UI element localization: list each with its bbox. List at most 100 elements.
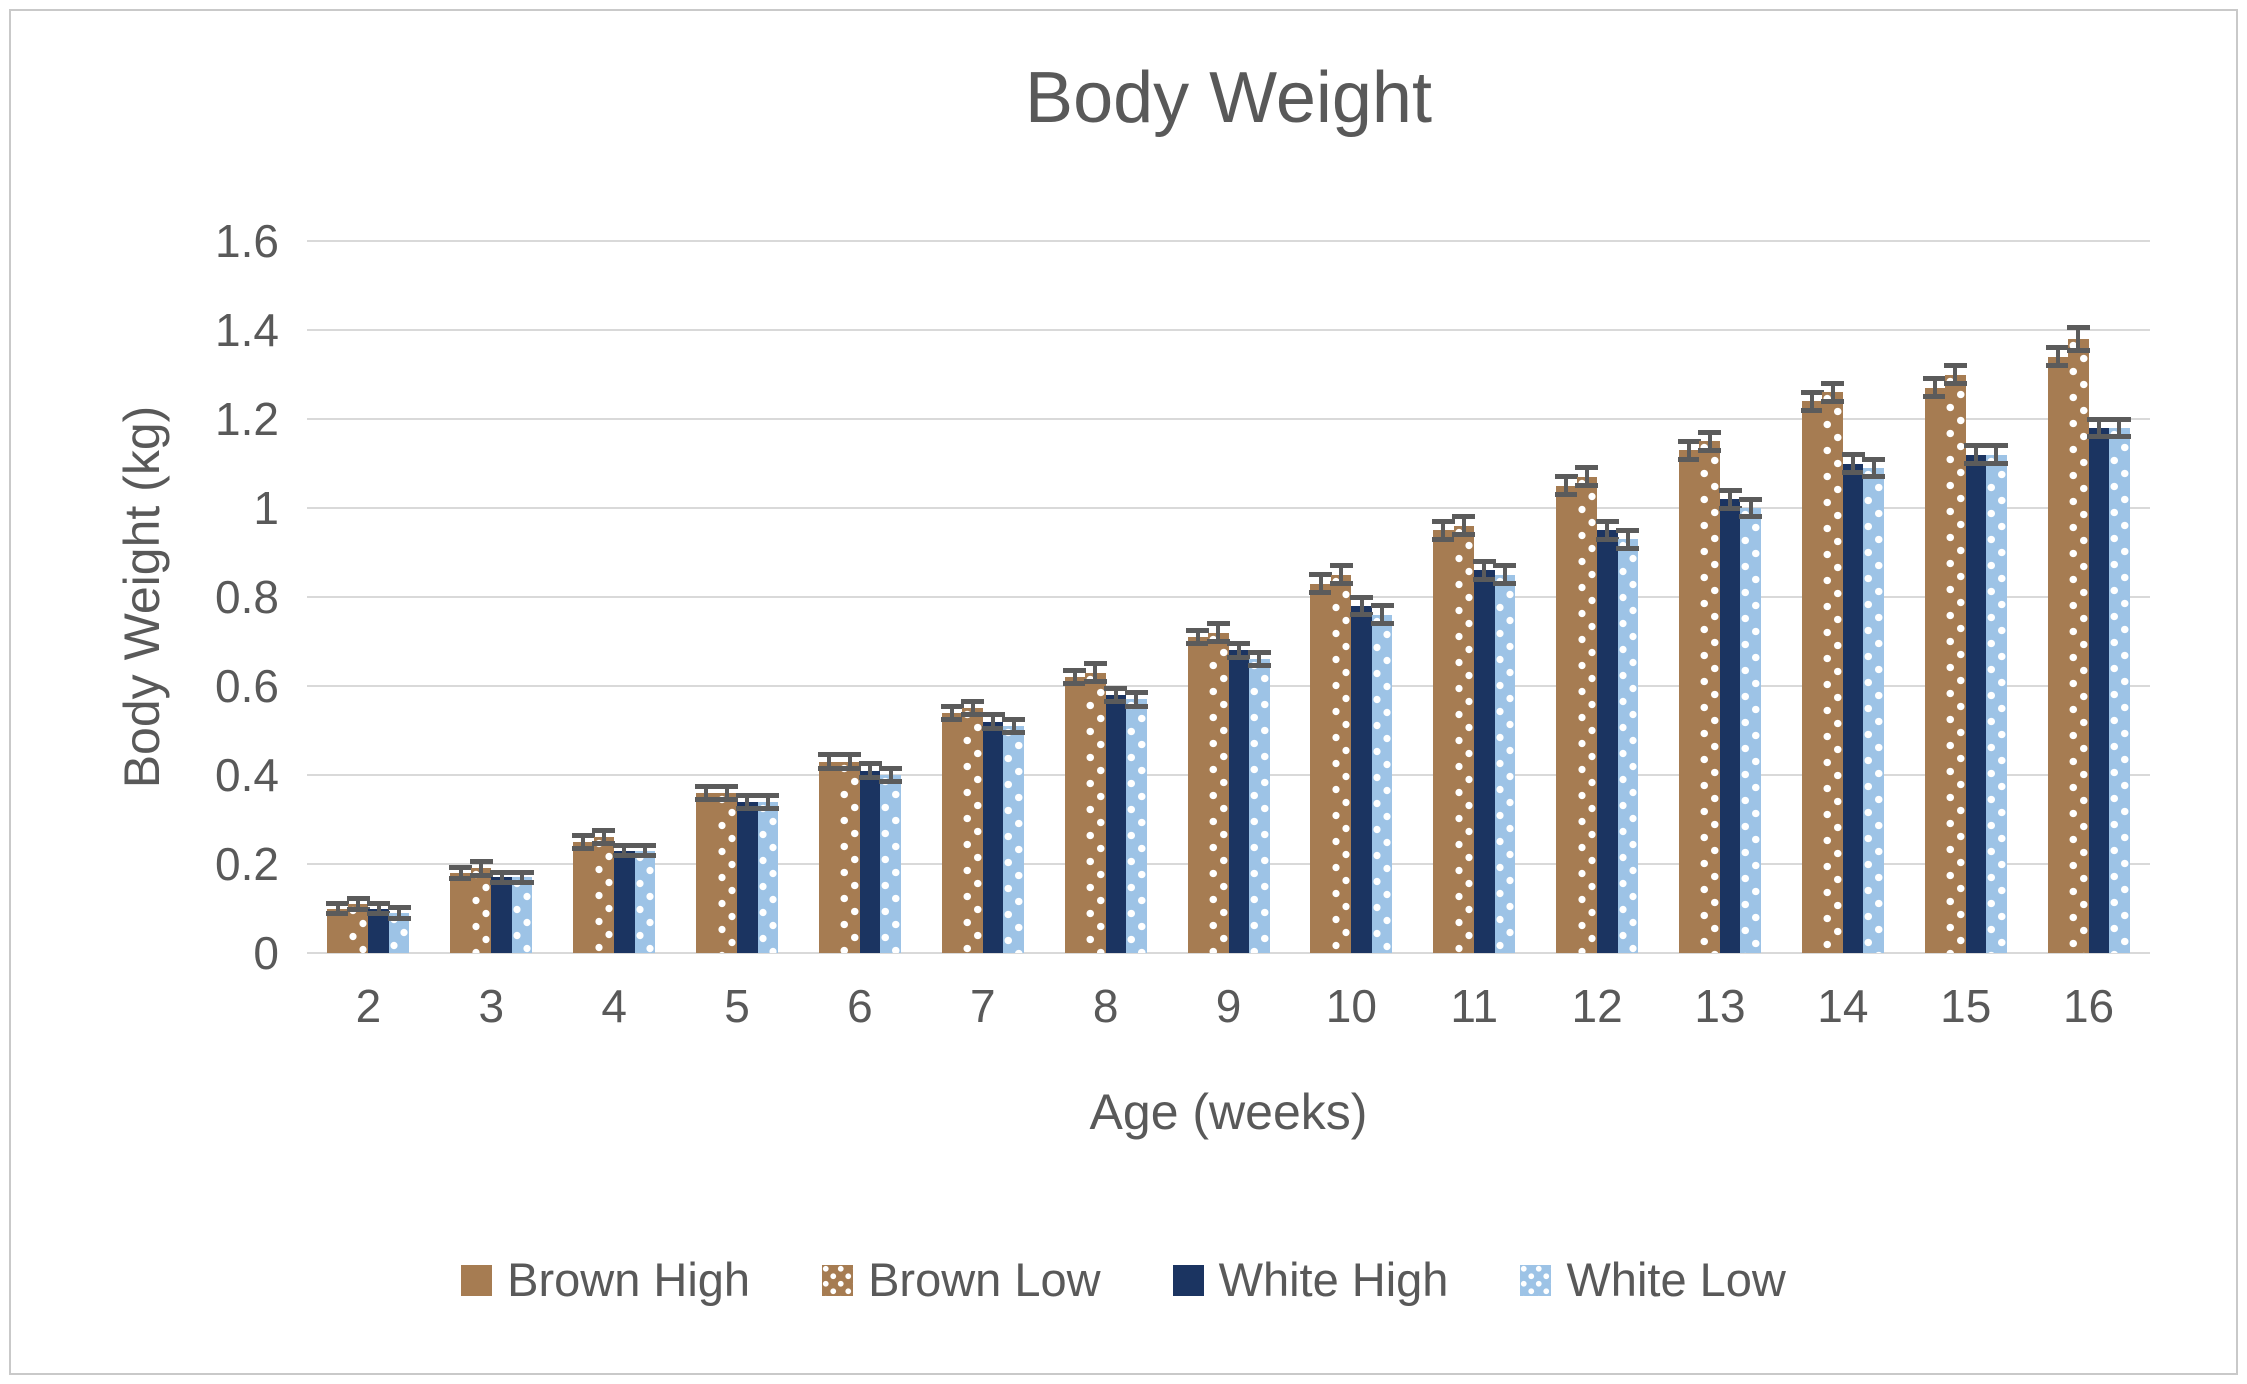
error-cap-top-brown-low-week-16 (2066, 325, 2090, 331)
error-cap-top-brown-low-week-13 (1698, 429, 1722, 435)
error-cap-bottom-white-low-week-5 (756, 805, 780, 811)
error-cap-top-white-low-week-14 (1862, 456, 1886, 462)
error-cap-top-brown-high-week-6 (817, 752, 841, 758)
plot-area (307, 240, 2150, 954)
x-tick-label-12: 12 (1571, 980, 1623, 1032)
error-cap-top-white-low-week-13 (1739, 496, 1763, 502)
error-cap-top-white-high-week-7 (981, 712, 1005, 718)
x-tick-label-9: 9 (1215, 980, 1242, 1032)
bar-white-low-week-2 (388, 912, 410, 953)
x-tick-label-16: 16 (2062, 980, 2115, 1032)
error-cap-top-white-high-week-12 (1595, 518, 1619, 524)
error-bar-brown-high-week-14 (1810, 392, 1815, 411)
error-cap-bottom-white-low-week-15 (1984, 461, 2008, 466)
legend-swatch-white-low (1520, 1264, 1552, 1296)
error-bar-brown-high-week-4 (581, 835, 586, 849)
legend-swatch-brown-low (822, 1264, 854, 1296)
error-cap-bottom-brown-low-week-15 (1943, 380, 1967, 386)
error-cap-bottom-white-high-week-15 (1964, 461, 1988, 466)
x-tick-label-5: 5 (724, 980, 750, 1032)
error-cap-top-brown-low-week-9 (1206, 621, 1230, 627)
bar-white-low-week-16 (2109, 427, 2130, 953)
error-cap-top-brown-low-week-2 (346, 896, 370, 902)
bar-brown-high-week-4 (573, 841, 594, 953)
legend-item-brown-high: Brown High (461, 1250, 750, 1310)
bar-brown-low-week-15 (1945, 374, 1966, 953)
error-cap-bottom-brown-high-week-14 (1800, 407, 1824, 413)
x-tick-label-10: 10 (1325, 980, 1377, 1032)
error-bar-brown-high-week-15 (1932, 378, 1937, 397)
error-cap-bottom-white-high-week-2 (367, 911, 391, 917)
error-cap-top-brown-high-week-12 (1554, 474, 1578, 480)
error-cap-bottom-brown-high-week-13 (1677, 456, 1701, 462)
bar-brown-low-week-16 (2068, 338, 2089, 953)
error-bar-brown-high-week-9 (1195, 630, 1200, 644)
y-axis-tick-labels: 0 0.2 0.4 0.6 0.8 1 1.2 1.4 1.6 (0, 0, 287, 1100)
error-bar-white-low-week-15 (1994, 445, 1999, 464)
error-bar-white-high-week-5 (745, 795, 750, 809)
error-bar-white-high-week-16 (2096, 419, 2101, 437)
bar-white-low-week-10 (1371, 614, 1393, 953)
error-bar-white-high-week-11 (1482, 561, 1487, 580)
x-tick-label-11: 11 (1450, 980, 1499, 1032)
error-cap-bottom-white-high-week-7 (981, 725, 1005, 731)
y-tick-label-0.6: 0.6 (215, 660, 279, 712)
error-cap-bottom-brown-high-week-5 (694, 796, 718, 802)
x-tick-label-15: 15 (1940, 980, 1992, 1032)
bar-white-low-week-5 (757, 801, 779, 953)
error-cap-bottom-white-low-week-6 (879, 779, 903, 785)
error-bar-brown-low-week-4 (601, 830, 606, 844)
error-cap-top-brown-high-week-7 (940, 703, 964, 709)
bar-white-high-week-8 (1105, 694, 1127, 953)
error-cap-top-white-low-week-15 (1984, 443, 2008, 449)
error-cap-top-brown-high-week-4 (571, 832, 595, 838)
error-cap-bottom-brown-low-week-4 (592, 841, 616, 847)
x-axis-title: Age (weeks) (1089, 1084, 1368, 1140)
error-bar-brown-high-week-6 (827, 754, 832, 769)
bar-white-low-week-12 (1617, 539, 1639, 953)
x-tick-label-4: 4 (601, 980, 627, 1032)
bar-brown-low-week-3 (470, 868, 492, 953)
error-cap-top-brown-high-week-13 (1677, 438, 1701, 444)
error-cap-bottom-brown-high-week-12 (1554, 492, 1578, 498)
error-bar-brown-high-week-3 (458, 867, 463, 879)
error-cap-top-white-high-week-5 (735, 792, 759, 798)
x-tick-label-6: 6 (847, 980, 873, 1032)
bar-white-high-week-2 (368, 908, 389, 953)
error-cap-top-white-high-week-10 (1350, 594, 1374, 600)
legend-label-white-low: White Low (1566, 1253, 1786, 1306)
bar-brown-high-week-2 (327, 908, 348, 953)
error-bar-brown-high-week-5 (704, 786, 709, 800)
error-bar-white-high-week-3 (499, 872, 504, 883)
error-cap-bottom-brown-low-week-14 (1821, 398, 1845, 404)
error-bar-white-low-week-3 (520, 872, 525, 883)
bar-brown-high-week-3 (450, 872, 471, 953)
x-tick-label-2: 2 (355, 980, 382, 1032)
error-cap-bottom-brown-high-week-9 (1186, 641, 1210, 647)
error-cap-top-white-low-week-11 (1493, 563, 1517, 569)
error-bar-brown-low-week-16 (2076, 327, 2081, 351)
bar-brown-high-week-6 (818, 761, 840, 953)
bar-white-low-week-6 (880, 775, 901, 953)
error-cap-top-white-low-week-10 (1370, 603, 1394, 609)
error-bar-brown-low-week-7 (970, 701, 975, 715)
bar-brown-high-week-8 (1064, 677, 1086, 953)
error-cap-top-white-low-week-9 (1247, 650, 1271, 656)
error-bar-white-low-week-5 (765, 795, 770, 809)
bar-brown-low-week-5 (716, 792, 738, 953)
error-bar-white-high-week-13 (1728, 490, 1733, 508)
bar-white-high-week-5 (737, 801, 758, 953)
bar-white-high-week-3 (491, 877, 512, 953)
error-cap-top-brown-low-week-4 (592, 828, 616, 834)
y-tick-label-0.8: 0.8 (215, 571, 279, 623)
error-cap-bottom-brown-low-week-6 (838, 765, 862, 771)
chart-title: Body Weight (1025, 58, 1432, 138)
error-cap-top-white-low-week-2 (387, 905, 411, 911)
error-cap-top-brown-high-week-2 (326, 900, 350, 906)
error-cap-bottom-brown-high-week-15 (1923, 394, 1947, 400)
bar-brown-high-week-10 (1310, 583, 1331, 953)
error-cap-bottom-brown-low-week-5 (715, 796, 739, 802)
error-cap-bottom-white-low-week-10 (1370, 621, 1394, 627)
error-cap-bottom-white-low-week-4 (633, 853, 657, 859)
bar-white-high-week-12 (1597, 530, 1618, 953)
